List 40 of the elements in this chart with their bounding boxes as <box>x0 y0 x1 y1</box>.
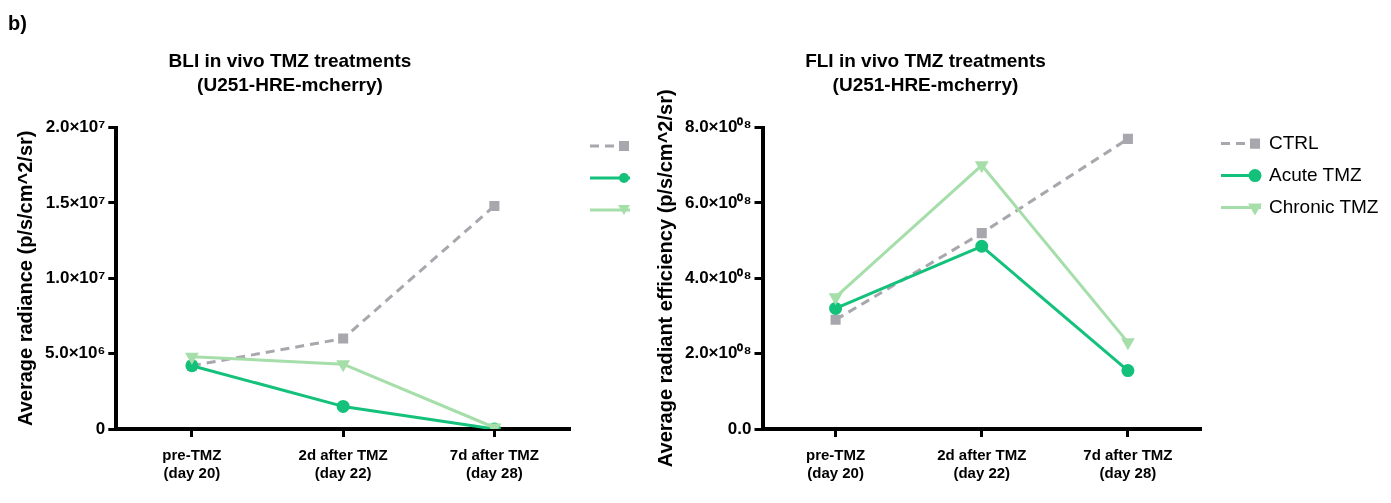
y-tick-label: 0.0 <box>727 418 752 438</box>
x-tick-label: pre-TMZ (day 20) <box>806 446 866 482</box>
y-tick-label: 2.0×10⁷ <box>45 117 106 137</box>
y-axis-title: Average radiant efficiency (p/s/cm^2/sr) <box>653 89 676 468</box>
y-tick-label: 5.0×10⁶ <box>45 343 106 363</box>
y-tick-label: 0 <box>95 418 106 438</box>
y-tick-label: 1.5×10⁷ <box>45 192 106 212</box>
point <box>975 239 989 253</box>
legend-label: Acute TMZ <box>1269 163 1362 185</box>
point <box>186 352 198 364</box>
text: b) <box>8 12 27 35</box>
point <box>1121 364 1135 378</box>
x-tick-label: pre-TMZ (day 20) <box>162 446 222 482</box>
point <box>975 161 988 172</box>
point <box>338 333 349 344</box>
y-axis-title: Average radiance (p/s/cm^2/sr) <box>13 130 36 427</box>
point <box>976 228 987 239</box>
legend-label: Chronic TMZ <box>1269 195 1379 217</box>
chart-title: BLI in vivo TMZ treatments <box>168 49 412 71</box>
point <box>829 293 842 304</box>
point <box>336 399 350 413</box>
y-tick-label: 2.0×10⁰⁸ <box>684 343 752 363</box>
point <box>337 360 349 371</box>
y-tick-label: 4.0×10⁰⁸ <box>684 267 752 287</box>
x-tick-label: 7d after TMZ (day 28) <box>1083 446 1173 482</box>
point <box>489 200 500 211</box>
x-tick-label: 7d after TMZ (day 28) <box>449 446 539 482</box>
x-tick-label: 2d after TMZ (day 22) <box>298 446 388 482</box>
chart-title: FLI in vivo TMZ treatments <box>805 49 1046 71</box>
y-tick-label: 1.0×10⁷ <box>45 267 106 287</box>
x-tick-label: 2d after TMZ (day 22) <box>937 446 1027 482</box>
y-tick-label: 8.0×10⁰⁸ <box>684 117 752 137</box>
point <box>1122 133 1133 144</box>
chart-subtitle: (U251-HRE-mcherry) <box>197 74 383 96</box>
legend-label: CTRL <box>1269 131 1319 153</box>
point <box>829 301 843 315</box>
y-tick-label: 6.0×10⁰⁸ <box>684 192 752 212</box>
point <box>830 314 841 325</box>
point <box>1122 338 1134 349</box>
chart-subtitle: (U251-HRE-mcherry) <box>832 74 1019 96</box>
